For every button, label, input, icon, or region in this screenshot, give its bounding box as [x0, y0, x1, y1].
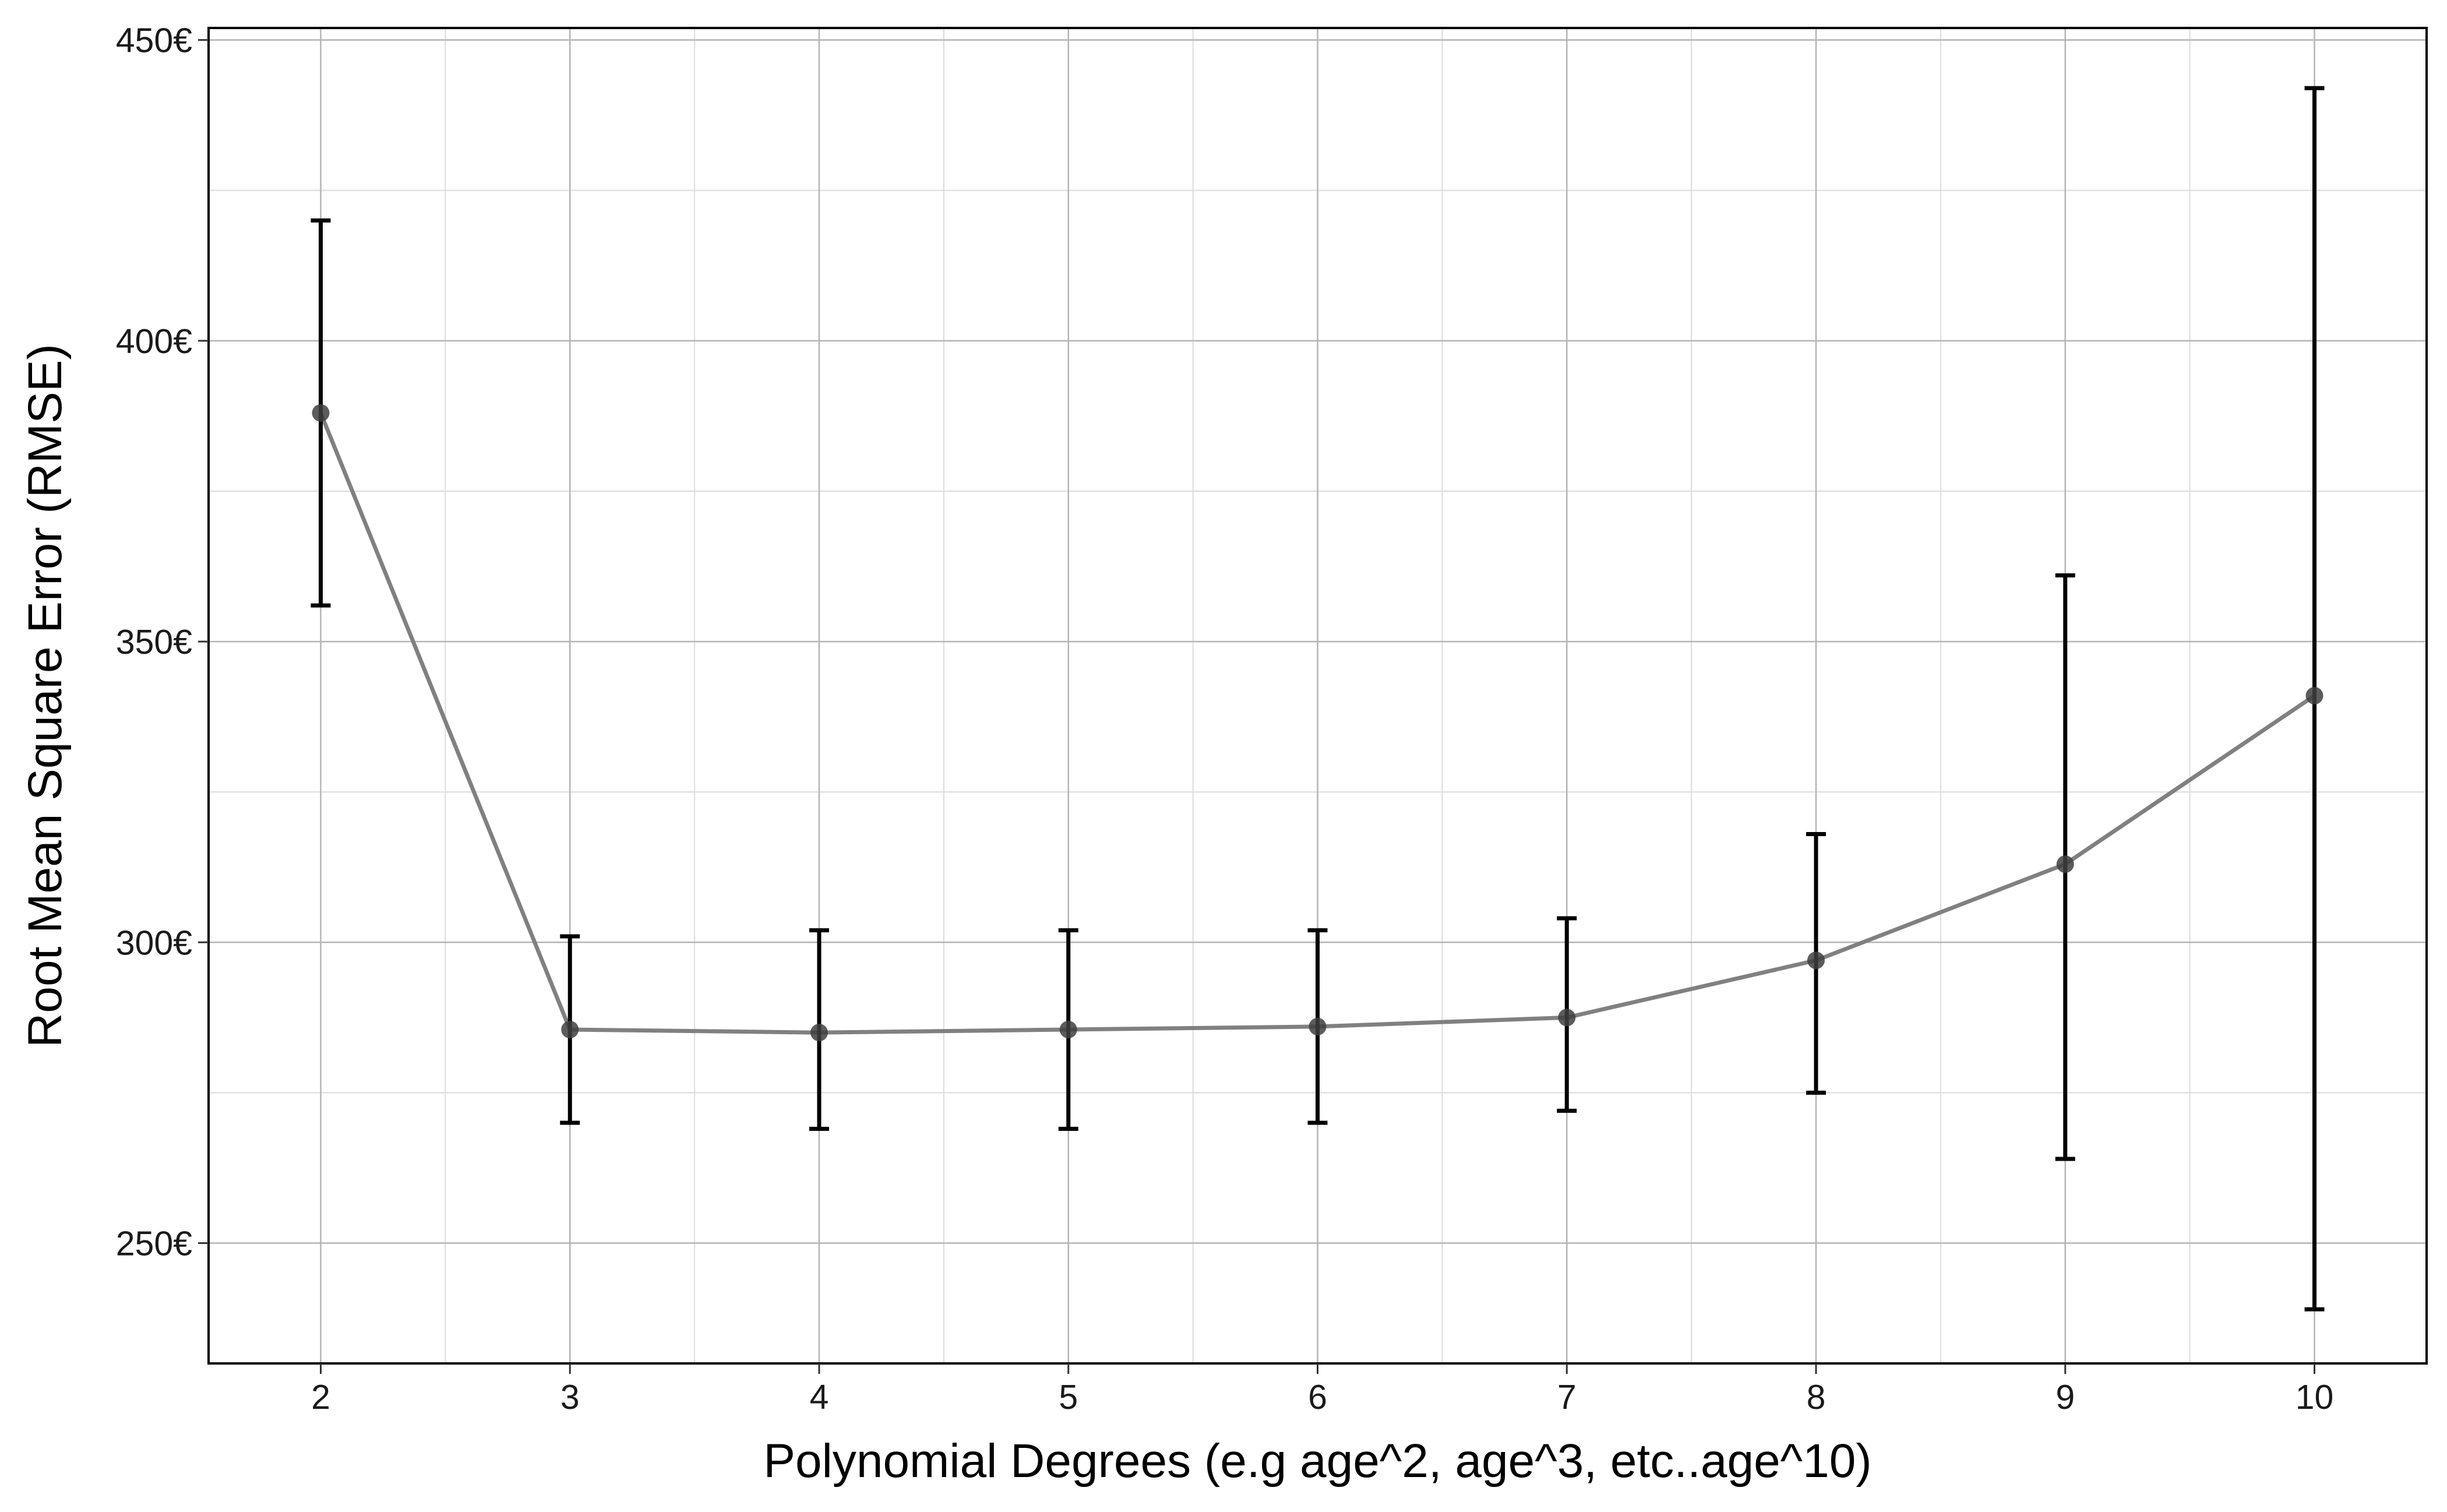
major-gridlines — [209, 28, 2427, 1363]
x-tick-label: 4 — [810, 1378, 829, 1416]
y-tick-label: 300€ — [116, 924, 192, 962]
x-tick-label: 9 — [2055, 1378, 2075, 1416]
x-tick-label: 2 — [311, 1378, 330, 1416]
y-axis-title: Root Mean Square Error (RMSE) — [19, 344, 72, 1048]
data-point — [1059, 1021, 1077, 1038]
x-tick-label: 5 — [1059, 1378, 1078, 1416]
data-point — [1807, 951, 1825, 970]
x-axis: 2 3 4 5 6 7 8 9 10 — [311, 1363, 2333, 1416]
x-tick-label: 8 — [1807, 1378, 1826, 1416]
series-layer — [311, 86, 2325, 1312]
data-point — [810, 1024, 828, 1042]
x-axis-title: Polynomial Degrees (e.g age^2, age^3, et… — [763, 1435, 1871, 1488]
y-tick-label: 400€ — [116, 322, 192, 361]
data-point — [2056, 855, 2074, 873]
x-tick-label: 3 — [560, 1378, 580, 1416]
data-point — [1309, 1017, 1327, 1035]
x-tick-label: 6 — [1308, 1378, 1327, 1416]
y-tick-label: 250€ — [116, 1225, 192, 1263]
x-tick-label: 7 — [1557, 1378, 1577, 1416]
data-point — [312, 404, 330, 422]
y-tick-label: 350€ — [116, 623, 192, 661]
data-point — [561, 1021, 579, 1038]
x-tick-label: 10 — [2296, 1378, 2334, 1416]
data-point — [2305, 687, 2323, 704]
y-axis: 250€ 300€ 350€ 400€ 450€ — [116, 22, 209, 1263]
y-tick-label: 450€ — [116, 22, 192, 60]
data-point — [1558, 1009, 1576, 1027]
